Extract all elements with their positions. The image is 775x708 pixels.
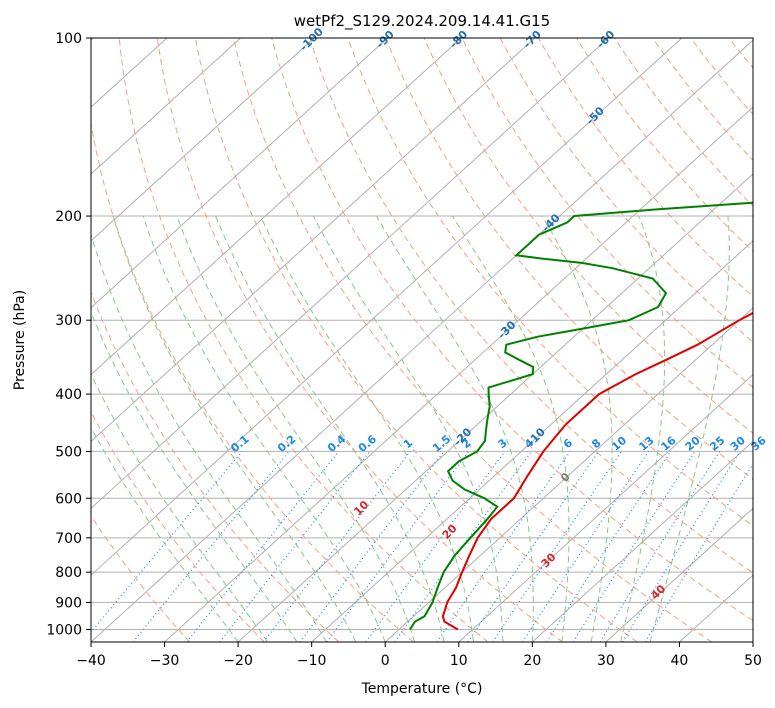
y-tick-label: 900 (55, 595, 82, 611)
y-tick-label: 400 (55, 387, 82, 403)
dry-adiabat-line (499, 38, 753, 343)
moist-adiabat-line (312, 215, 504, 642)
dry-adiabat-line (385, 38, 753, 480)
dry-adiabat-line (233, 38, 713, 642)
x-axis-label: Temperature (°C) (361, 681, 483, 697)
mixing-ratio-line (492, 451, 622, 642)
x-tick-label: 40 (671, 653, 689, 669)
axis-ticks: −40 −30 −20 −10 0 10 20 30 40 50 1000 900 800 700 600 5… (46, 31, 762, 669)
x-tick-label: −10 (297, 653, 327, 669)
y-tick-label: 600 (55, 491, 82, 507)
isotherm-line (605, 507, 753, 642)
isotherm-line (531, 440, 753, 642)
isotherm-line (237, 173, 753, 642)
dry-adiabat-line (91, 121, 414, 642)
mixing-ratio-line (546, 451, 672, 642)
dry-adiabat-line (91, 514, 191, 642)
moist-adiabat-line (376, 215, 534, 642)
dewpoint-line (409, 201, 753, 631)
isotherm-line (91, 38, 536, 443)
mixing-ratio-line (622, 451, 741, 642)
temperature-line (441, 311, 753, 631)
x-tick-label: 0 (381, 653, 390, 669)
y-axis-label: Pressure (hPa) (12, 290, 28, 390)
dry-adiabat-line (309, 38, 753, 574)
x-tick-label: −20 (223, 653, 253, 669)
x-tick-label: 30 (597, 653, 615, 669)
y-tick-label: 100 (55, 31, 82, 47)
mixing-ratio-line (132, 451, 290, 642)
x-tick-label: 20 (523, 653, 541, 669)
moist-adiabat-line (142, 215, 386, 642)
mixing-ratio-line (365, 451, 506, 642)
isotherm-line (91, 38, 609, 509)
moist-adiabat-line (452, 215, 570, 642)
x-tick-label: −40 (76, 653, 106, 669)
dry-adiabat-line (156, 38, 563, 642)
moist-adiabat-line (91, 372, 268, 642)
isotherm-line (311, 240, 753, 642)
moist-adiabat-line (215, 215, 445, 642)
plot-frame (90, 37, 754, 643)
moist-adiabat-line (91, 232, 327, 642)
dry-adiabat-line (194, 38, 638, 642)
moist-adiabat-line (91, 310, 298, 642)
mixing-ratio-line (299, 451, 445, 642)
y-tick-label: 300 (55, 313, 82, 329)
dry-adiabat-line (118, 38, 489, 642)
moist-adiabat-line (620, 215, 666, 642)
dry-adiabat-line (423, 38, 753, 434)
dry-adiabat-line (614, 38, 753, 207)
y-tick-label: 800 (55, 565, 82, 581)
x-tick-label: −30 (150, 653, 180, 669)
moist-adiabat-line (112, 215, 357, 642)
mixing-ratio-line (186, 451, 340, 642)
y-tick-label: 500 (55, 444, 82, 460)
moist-adiabat-line (541, 215, 613, 642)
moist-adiabat-line (260, 215, 474, 642)
dry-adiabat-line (271, 38, 753, 622)
mixing-ratio-line (394, 451, 532, 642)
y-tick-label: 200 (55, 209, 82, 225)
y-tick-label: 700 (55, 531, 82, 547)
dry-adiabat-line (91, 410, 265, 642)
y-tick-label: 1000 (46, 622, 82, 638)
isotherm-line (164, 106, 753, 642)
background-lines (91, 38, 775, 642)
isotherm-line (91, 38, 388, 309)
mixing-ratio-line (521, 451, 650, 642)
isotherm-line (91, 38, 462, 376)
mixing-ratio-line (467, 451, 600, 642)
x-tick-label: 10 (450, 653, 468, 669)
isotherm-line (458, 373, 753, 642)
chart-title: wetPf2_S129.2024.209.14.41.G15 (294, 12, 550, 31)
isotherm-line (91, 38, 683, 576)
isotherm-line (384, 306, 753, 642)
dry-adiabat-line (91, 290, 340, 642)
isotherm-line (752, 641, 753, 642)
mixing-ratio-line (326, 451, 470, 642)
mixing-ratio-line (436, 451, 571, 642)
profiles (409, 201, 753, 631)
isotherm-line (91, 39, 753, 642)
isotherm-line (91, 38, 241, 175)
dry-adiabat-line (575, 38, 753, 252)
mixing-ratio-line (572, 451, 696, 642)
x-tick-label: 50 (744, 653, 762, 669)
moist-adiabat-line (91, 426, 239, 642)
dry-adiabat-line (767, 38, 775, 642)
isotherm-line (91, 38, 315, 242)
